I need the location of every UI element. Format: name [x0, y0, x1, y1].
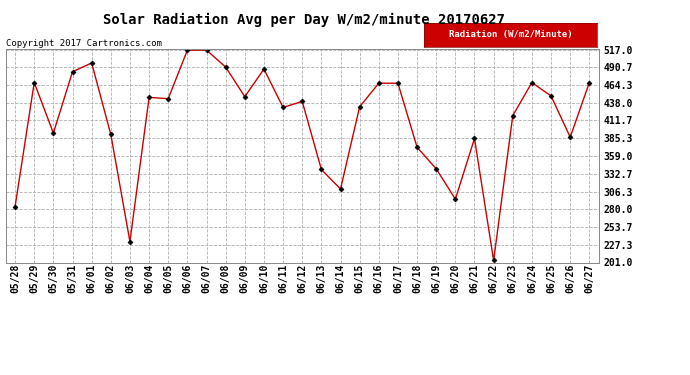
Text: Radiation (W/m2/Minute): Radiation (W/m2/Minute): [448, 30, 573, 39]
Text: Solar Radiation Avg per Day W/m2/minute 20170627: Solar Radiation Avg per Day W/m2/minute …: [103, 13, 504, 27]
Text: Copyright 2017 Cartronics.com: Copyright 2017 Cartronics.com: [6, 39, 161, 48]
